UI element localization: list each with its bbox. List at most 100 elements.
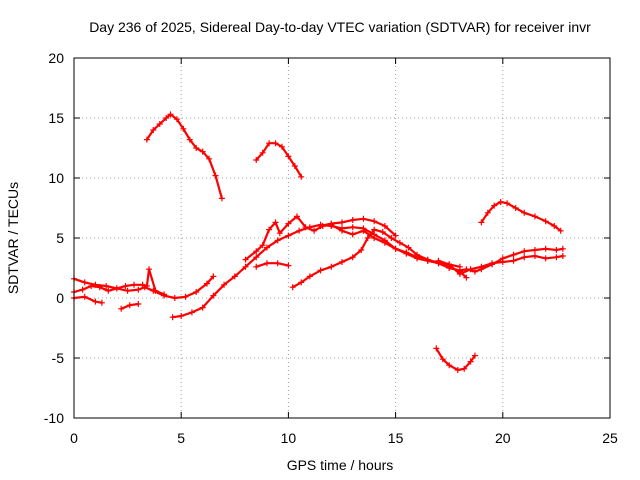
data-point [135,286,142,293]
series-trace [72,295,103,304]
data-point [531,213,538,220]
data-point [81,293,88,300]
data-point [272,140,279,147]
data-point [446,362,453,369]
data-point [122,283,129,289]
data-point [371,226,378,233]
x-tick-label: 0 [70,430,78,446]
series-arc-8 [118,301,142,312]
data-point [188,309,195,316]
data-point [559,245,566,252]
y-tick-label: 20 [48,50,64,66]
data-point [193,145,200,151]
data-point [285,232,292,239]
series-trace [255,262,290,268]
data-point [471,268,478,275]
data-point [491,202,498,209]
data-point [364,235,371,241]
data-point [478,219,485,226]
data-point [360,227,367,234]
data-point [285,220,292,227]
data-point [135,301,142,307]
data-point [272,219,279,226]
series-trace [145,113,223,200]
x-tick-label: 20 [495,430,511,446]
x-tick-label: 10 [281,430,297,446]
data-point [360,215,367,222]
data-point [81,279,88,286]
data-point [163,115,170,121]
data-point [210,292,217,299]
data-point [242,263,249,270]
data-point [180,125,187,132]
y-tick-label: 0 [56,290,64,306]
data-point [328,263,335,270]
series-trace [244,215,468,279]
series-arc-13 [317,215,399,239]
y-tick-label: 10 [48,170,64,186]
x-axis-label: GPS time / hours [287,457,394,473]
y-axis-label: SDTVAR / TECUs [5,182,21,294]
data-point [98,299,105,306]
data-point [542,245,549,252]
data-point [405,244,412,251]
data-point [484,209,491,216]
data-point [471,352,478,359]
data-point [126,302,133,309]
series-trace [480,200,562,232]
y-tick-label: -5 [52,350,65,366]
data-point [339,227,345,234]
data-point [263,260,270,267]
data-point [212,172,219,179]
data-point [510,251,517,258]
data-point [203,280,210,287]
data-point [182,293,189,300]
data-point [169,314,176,321]
data-point [199,304,206,311]
data-point [467,266,474,273]
data-point [371,235,378,241]
data-point [349,254,356,261]
data-point [266,226,273,233]
data-point [139,281,146,288]
data-point [392,245,399,252]
data-point [293,213,300,220]
data-point [206,155,213,162]
data-point [253,157,260,163]
x-tick-label: 5 [177,430,185,446]
data-point [446,261,453,268]
data-point [510,257,517,264]
x-tick-label: 25 [602,430,618,446]
series-arc-1 [143,111,225,202]
data-point [263,244,270,251]
data-point [274,260,281,267]
data-point [143,283,150,289]
data-point [424,256,431,263]
data-point [221,281,228,288]
series-trace [171,223,461,319]
data-point [371,218,378,225]
data-point [512,205,519,211]
data-point [317,267,324,274]
data-point [150,127,157,133]
data-point [285,153,292,160]
data-point [266,140,273,147]
data-point [274,237,281,244]
data-point [143,136,150,143]
data-point [306,273,313,280]
axis-ticks: 0 5 10 15 20 25 -10 -5 0 5 10 15 20 [44,50,618,446]
data-point [497,199,504,205]
data-point [302,224,309,231]
data-point [242,256,249,263]
data-point [463,274,470,281]
data-point [113,285,120,292]
data-point [152,287,159,294]
data-point [499,259,506,265]
data-point [553,254,560,261]
data-point [349,217,356,223]
data-point [358,247,365,253]
data-point [454,367,461,373]
data-point [171,295,178,301]
data-point [296,227,303,234]
data-point [435,257,442,264]
